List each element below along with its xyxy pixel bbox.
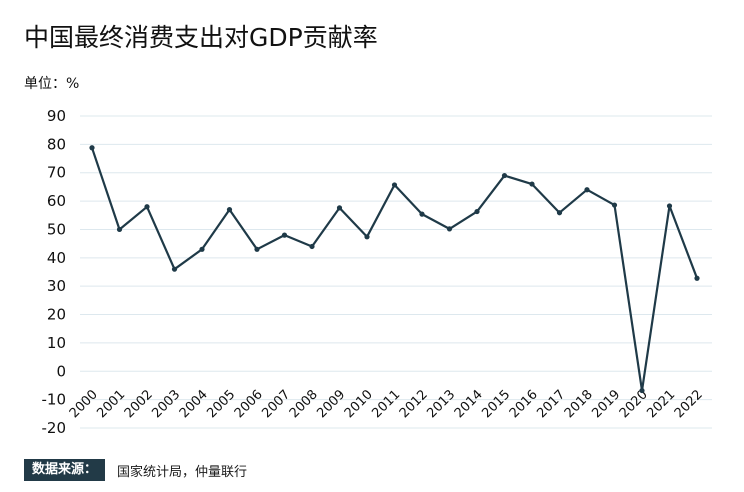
data-point	[474, 208, 480, 215]
data-point	[556, 210, 563, 216]
x-tick-label: 2010	[342, 387, 376, 421]
x-tick-label: 2013	[424, 387, 458, 421]
data-point	[144, 204, 150, 210]
x-tick-label: 2003	[149, 387, 183, 421]
x-tick-label: 2004	[177, 387, 211, 421]
data-point	[501, 172, 508, 179]
source-badge: 数据来源：	[24, 459, 106, 481]
x-tick-label: 2015	[479, 387, 513, 421]
data-point	[529, 181, 535, 187]
data-point	[446, 226, 453, 232]
data-point	[309, 243, 315, 250]
chart-title: 中国最终消费支出对GDP贡献率	[24, 23, 378, 52]
data-point	[364, 234, 370, 240]
x-tick-label: 2006	[232, 387, 266, 421]
source-text: 国家统计局，仲量联行	[117, 464, 248, 480]
x-tick-label: 2000	[67, 387, 101, 421]
data-point	[666, 203, 673, 209]
x-tick-label: 2007	[259, 387, 293, 421]
x-tick-label: 2009	[314, 387, 348, 421]
series-points	[89, 145, 700, 394]
data-point	[281, 232, 288, 238]
data-point	[254, 246, 260, 252]
x-tick-label: 2018	[562, 387, 596, 421]
data-point	[171, 266, 178, 272]
data-point	[199, 246, 205, 252]
y-tick-label: 30	[47, 277, 66, 295]
y-tick-label: 10	[47, 334, 66, 352]
x-tick-label: 2001	[94, 387, 128, 421]
x-tick-label: 2011	[369, 387, 403, 421]
x-tick-label: 2021	[644, 387, 678, 421]
data-point	[419, 211, 425, 217]
x-tick-label: 2022	[672, 387, 706, 421]
y-axis-ticks: 90 80 70 60 50 40 30 20 10 0 -10 -20	[42, 107, 67, 437]
data-point	[226, 207, 233, 213]
y-tick-label: 60	[47, 192, 66, 210]
data-point	[694, 275, 700, 281]
data-point	[611, 202, 618, 208]
y-tick-label: 90	[47, 107, 66, 125]
x-tick-label: 2016	[507, 387, 541, 421]
data-point	[639, 387, 645, 394]
x-axis-ticks: 2000200120022003200420052006200720082009…	[67, 387, 706, 421]
x-tick-label: 2002	[122, 387, 156, 421]
y-tick-label: 40	[47, 249, 66, 267]
y-tick-label: -20	[42, 419, 67, 437]
y-tick-label: 0	[56, 362, 66, 380]
x-tick-label: 2012	[397, 387, 431, 421]
y-tick-label: 70	[47, 164, 66, 182]
data-point	[89, 145, 95, 151]
data-point	[116, 226, 123, 233]
grid-lines	[80, 115, 712, 429]
y-tick-label: -10	[42, 391, 67, 409]
x-tick-label: 2005	[204, 387, 238, 421]
x-tick-label: 2017	[534, 387, 568, 421]
data-point	[391, 182, 398, 188]
x-tick-label: 2014	[452, 387, 486, 421]
y-tick-label: 50	[47, 220, 66, 238]
data-point	[336, 205, 343, 211]
x-tick-label: 2008	[287, 387, 321, 421]
unit-label: 单位：%	[24, 76, 80, 92]
y-tick-label: 80	[47, 135, 66, 153]
x-tick-label: 2020	[617, 387, 651, 421]
x-tick-label: 2019	[589, 387, 623, 421]
source-footer: 数据来源： 国家统计局，仲量联行	[24, 459, 247, 481]
y-tick-label: 20	[47, 306, 66, 324]
data-point	[584, 187, 590, 193]
